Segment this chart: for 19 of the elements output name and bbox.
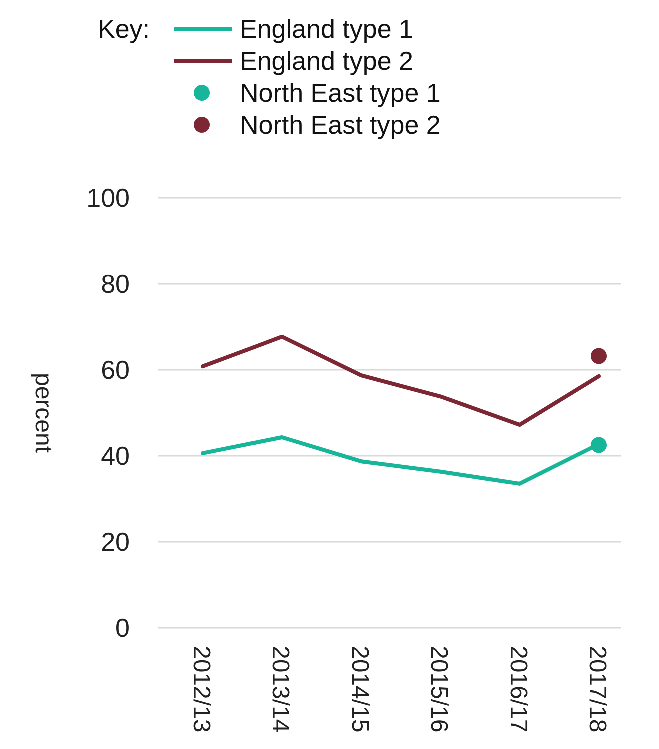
legend-title: Key: [98, 14, 150, 44]
legend-label: England type 2 [240, 46, 414, 76]
y-tick-label: 80 [101, 269, 130, 300]
y-tick-label: 20 [101, 527, 130, 558]
x-tick-label: 2015/16 [426, 646, 453, 733]
x-tick-label: 2014/15 [346, 646, 374, 733]
legend-label: England type 1 [240, 14, 414, 44]
x-tick-label: 2013/14 [267, 646, 294, 733]
x-tick-label: 2016/17 [504, 646, 532, 733]
legend-label: North East type 2 [240, 110, 441, 140]
y-tick-label: 0 [116, 613, 130, 644]
x-tick-label: 2012/13 [188, 646, 215, 733]
y-axis-title: percent [30, 372, 57, 454]
y-tick-label: 60 [101, 355, 130, 386]
x-tick-label: 2017/18 [584, 646, 611, 733]
y-tick-label: 40 [101, 441, 130, 472]
y-tick-label: 100 [86, 183, 130, 214]
legend-label: North East type 1 [240, 78, 441, 108]
line-series [201, 334, 601, 428]
